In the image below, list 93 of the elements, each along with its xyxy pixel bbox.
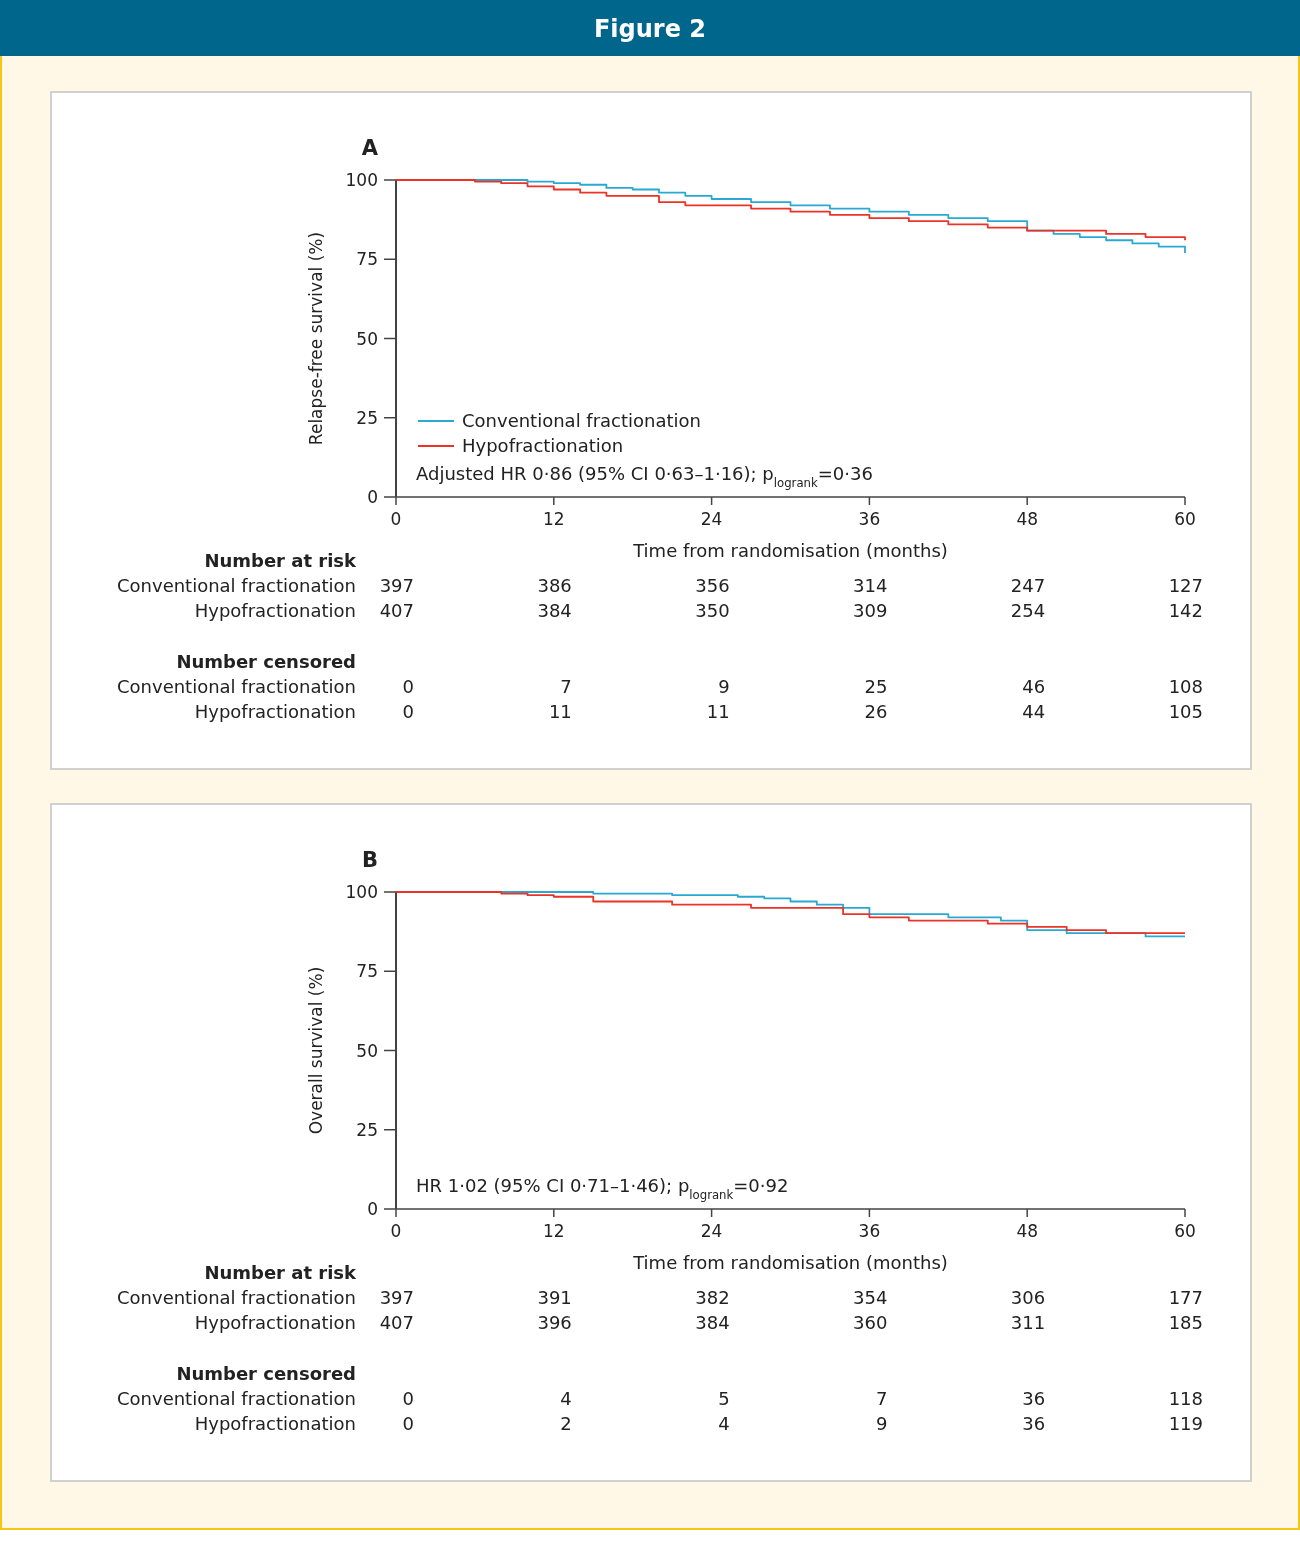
x-tick-label: 0 bbox=[390, 509, 402, 529]
text: 5 bbox=[718, 1388, 730, 1409]
text: 247 bbox=[1010, 575, 1046, 596]
y-tick-label: 50 bbox=[356, 1040, 378, 1061]
text: 360 bbox=[853, 1312, 888, 1333]
chart-subtitle: B bbox=[361, 848, 379, 872]
text: 9 bbox=[875, 1413, 888, 1434]
chart-title: Figure 2 bbox=[593, 15, 707, 43]
text: 11 bbox=[706, 701, 730, 722]
text: 384 bbox=[695, 1312, 730, 1333]
x-tick-label: 48 bbox=[1016, 1221, 1039, 1241]
y-tick-label: 50 bbox=[356, 328, 378, 349]
text: 4 bbox=[718, 1413, 730, 1434]
x-axis-title: Time from randomisation (months) bbox=[632, 1252, 948, 1273]
text: 36 bbox=[1022, 1388, 1046, 1409]
text: 0 bbox=[402, 701, 414, 722]
x-tick-label: 60 bbox=[1174, 1221, 1196, 1241]
text: 350 bbox=[695, 600, 730, 621]
legend-label: Conventional fractionation bbox=[462, 410, 702, 431]
text: Number censored bbox=[176, 1363, 356, 1384]
x-tick-label: 24 bbox=[700, 509, 723, 529]
text: 36 bbox=[1022, 1413, 1046, 1434]
text: 0 bbox=[402, 1413, 414, 1434]
text: 119 bbox=[1168, 1413, 1203, 1434]
text: 407 bbox=[379, 1312, 414, 1333]
text: 185 bbox=[1168, 1312, 1203, 1333]
y-tick-label: 25 bbox=[356, 1119, 378, 1140]
x-tick-label: 12 bbox=[542, 1221, 565, 1241]
text: 46 bbox=[1022, 676, 1046, 697]
text: Conventional fractionation bbox=[116, 1287, 356, 1308]
text: Conventional fractionation bbox=[116, 676, 356, 697]
text: 382 bbox=[695, 1287, 730, 1308]
text: 384 bbox=[537, 600, 572, 621]
y-tick-label: 0 bbox=[367, 487, 378, 507]
text: Conventional fractionation bbox=[116, 575, 356, 596]
text: Number at risk bbox=[204, 1262, 358, 1283]
y-axis-title: Overall survival (%) bbox=[306, 966, 326, 1135]
text: Number censored bbox=[176, 651, 356, 672]
text: 396 bbox=[537, 1312, 572, 1333]
text: 311 bbox=[1010, 1312, 1046, 1333]
x-axis-title: Time from randomisation (months) bbox=[632, 540, 948, 561]
text: 0 bbox=[402, 676, 414, 697]
text: 105 bbox=[1168, 701, 1203, 722]
text: Hypofractionation bbox=[194, 701, 356, 722]
text: 7 bbox=[560, 676, 572, 697]
text: 11 bbox=[548, 701, 572, 722]
text: Hypofractionation bbox=[194, 600, 356, 621]
x-tick-label: 36 bbox=[858, 509, 881, 529]
annotation: HR 1·02 (95% CI 0·71–1·46); p$_{logrank}$=0·92 bbox=[416, 1175, 789, 1202]
text: 0 bbox=[402, 1388, 414, 1409]
y-axis-title: Relapse-free survival (%) bbox=[306, 231, 326, 446]
y-tick-label: 100 bbox=[345, 882, 378, 902]
x-tick-label: 12 bbox=[542, 509, 565, 529]
text: 9 bbox=[718, 676, 730, 697]
annotation: Adjusted HR 0·86 (95% CI 0·63–1·16); p$_{logrank}$=0·36 bbox=[416, 463, 873, 490]
y-tick-label: 100 bbox=[345, 170, 378, 190]
x-tick-label: 24 bbox=[700, 1221, 723, 1241]
text: 309 bbox=[853, 600, 888, 621]
legend-label: Hypofractionation bbox=[462, 435, 624, 456]
y-tick-label: 0 bbox=[367, 1199, 378, 1219]
text: 306 bbox=[1010, 1287, 1046, 1308]
y-tick-label: 25 bbox=[356, 407, 378, 428]
text: 2 bbox=[560, 1413, 572, 1434]
text: 386 bbox=[537, 575, 572, 596]
text: 26 bbox=[864, 701, 888, 722]
text: 118 bbox=[1168, 1388, 1203, 1409]
text: 397 bbox=[379, 575, 414, 596]
text: 314 bbox=[853, 575, 888, 596]
x-tick-label: 60 bbox=[1174, 509, 1196, 529]
text: 108 bbox=[1168, 676, 1203, 697]
text: 391 bbox=[537, 1287, 572, 1308]
text: Conventional fractionation bbox=[116, 1388, 356, 1409]
text: 7 bbox=[875, 1388, 888, 1409]
y-tick-label: 75 bbox=[356, 249, 378, 270]
text: 142 bbox=[1168, 600, 1203, 621]
text: 25 bbox=[864, 676, 888, 697]
text: Hypofractionation bbox=[194, 1312, 356, 1333]
text: 354 bbox=[853, 1287, 888, 1308]
text: 127 bbox=[1168, 575, 1203, 596]
text: 254 bbox=[1010, 600, 1046, 621]
text: Hypofractionation bbox=[194, 1413, 356, 1434]
text: 4 bbox=[560, 1388, 572, 1409]
x-tick-label: 48 bbox=[1016, 509, 1039, 529]
chart-subtitle: A bbox=[361, 136, 379, 160]
text: 356 bbox=[695, 575, 730, 596]
x-tick-label: 0 bbox=[390, 1221, 402, 1241]
text: Number at risk bbox=[204, 550, 358, 571]
text: 177 bbox=[1168, 1287, 1203, 1308]
text: 44 bbox=[1022, 701, 1046, 722]
text: 397 bbox=[379, 1287, 414, 1308]
x-tick-label: 36 bbox=[858, 1221, 881, 1241]
text: 407 bbox=[379, 600, 414, 621]
y-tick-label: 75 bbox=[356, 961, 378, 982]
